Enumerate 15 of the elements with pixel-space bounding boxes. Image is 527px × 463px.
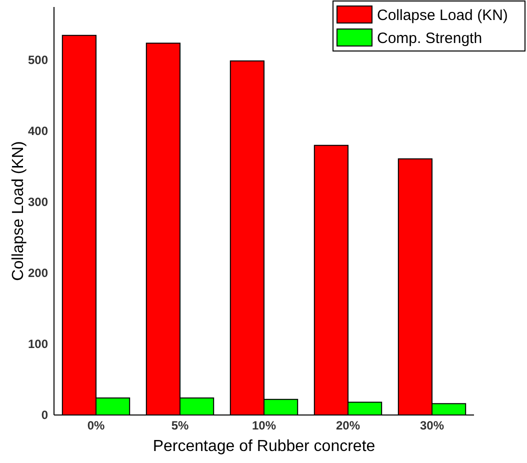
y-tick-label: 500 <box>28 53 48 68</box>
x-tick-label: 20% <box>336 418 360 433</box>
legend-label: Collapse Load (KN) <box>377 7 508 24</box>
y-tick-label: 200 <box>28 266 48 280</box>
x-tick-label: 30% <box>420 418 444 433</box>
x-tick-label: 0% <box>87 418 105 433</box>
x-axis-title: Percentage of Rubber concrete <box>152 438 376 455</box>
y-axis-title: Collapse Load (KN) <box>10 141 27 281</box>
y-tick-label: 400 <box>28 124 48 138</box>
x-tick-label: 5% <box>171 418 189 433</box>
y-tick-label: 100 <box>28 336 48 351</box>
y-tick-label: 300 <box>28 194 48 209</box>
legend-label: Comp. Strength <box>377 30 482 47</box>
y-tick-label: 0 <box>41 408 48 422</box>
x-tick-label: 10% <box>252 418 276 433</box>
